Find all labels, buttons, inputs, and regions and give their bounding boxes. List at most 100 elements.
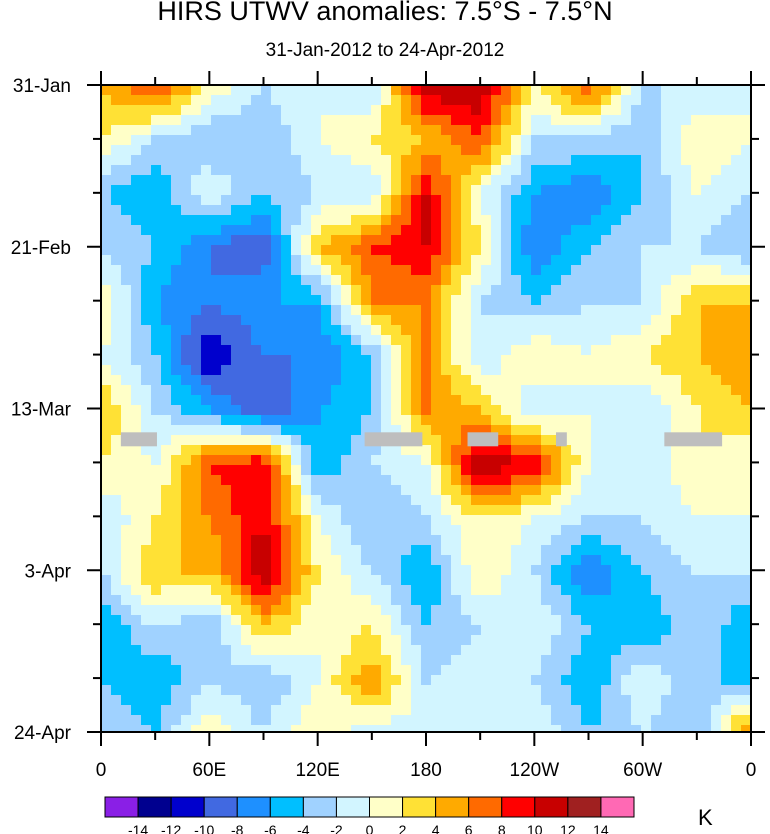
field-cell <box>581 145 592 156</box>
field-cell <box>691 95 702 106</box>
field-cell <box>571 565 582 576</box>
field-cell <box>151 465 162 476</box>
field-cell <box>251 205 262 216</box>
field-cell <box>261 425 272 436</box>
field-cell <box>521 205 532 216</box>
field-cell <box>571 465 582 476</box>
field-cell <box>151 145 162 156</box>
field-cell <box>731 475 742 486</box>
field-cell <box>191 115 202 126</box>
field-cell <box>241 315 252 326</box>
field-cell <box>481 465 492 476</box>
field-cell <box>181 685 192 696</box>
field-cell <box>641 365 652 376</box>
field-cell <box>391 105 402 116</box>
field-cell <box>371 195 382 206</box>
field-cell <box>171 155 182 166</box>
field-cell <box>381 135 392 146</box>
field-cell <box>701 705 712 716</box>
field-cell <box>281 435 292 446</box>
field-cell <box>521 225 532 236</box>
field-cell <box>121 335 132 346</box>
field-cell <box>301 605 312 616</box>
field-cell <box>531 115 542 126</box>
field-cell <box>391 235 402 246</box>
field-cell <box>531 695 542 706</box>
field-cell <box>121 405 132 416</box>
field-cell <box>521 665 532 676</box>
field-cell <box>451 515 462 526</box>
field-cell <box>231 115 242 126</box>
field-cell <box>311 375 322 386</box>
field-cell <box>721 365 732 376</box>
field-cell <box>501 345 512 356</box>
field-cell <box>671 415 682 426</box>
field-cell <box>481 585 492 596</box>
field-cell <box>581 195 592 206</box>
field-cell <box>541 425 552 436</box>
field-cell <box>221 705 232 716</box>
field-cell <box>591 405 602 416</box>
field-cell <box>141 145 152 156</box>
field-cell <box>401 625 412 636</box>
field-cell <box>251 315 262 326</box>
field-cell <box>221 245 232 256</box>
field-cell <box>551 195 562 206</box>
field-cell <box>691 575 702 586</box>
field-cell <box>621 135 632 146</box>
field-cell <box>171 265 182 276</box>
field-cell <box>621 165 632 176</box>
field-cell <box>131 245 142 256</box>
field-cell <box>391 355 402 366</box>
field-cell <box>711 225 722 236</box>
field-cell <box>491 245 502 256</box>
field-cell <box>241 195 252 206</box>
field-cell <box>261 335 272 346</box>
field-cell <box>561 405 572 416</box>
field-cell <box>341 625 352 636</box>
field-cell <box>731 575 742 586</box>
field-cell <box>361 325 372 336</box>
field-cell <box>561 245 572 256</box>
field-cell <box>161 445 172 456</box>
field-cell <box>231 665 242 676</box>
field-cell <box>421 195 432 206</box>
field-cell <box>681 495 692 506</box>
field-cell <box>421 85 432 96</box>
field-cell <box>461 215 472 226</box>
field-cell <box>461 625 472 636</box>
field-cell <box>721 715 732 726</box>
field-cell <box>121 535 132 546</box>
field-cell <box>221 655 232 666</box>
field-cell <box>301 355 312 366</box>
field-cell <box>221 355 232 366</box>
field-cell <box>411 155 422 166</box>
field-cell <box>271 325 282 336</box>
field-cell <box>291 385 302 396</box>
field-cell <box>511 605 522 616</box>
field-cell <box>571 655 582 666</box>
field-cell <box>551 135 562 146</box>
field-cell <box>741 695 752 706</box>
field-cell <box>541 655 552 666</box>
field-cell <box>531 335 542 346</box>
field-cell <box>261 255 272 266</box>
field-cell <box>581 725 592 733</box>
field-cell <box>181 85 192 96</box>
field-cell <box>451 675 462 686</box>
field-cell <box>211 205 222 216</box>
field-cell <box>651 195 662 206</box>
field-cell <box>651 675 662 686</box>
field-cell <box>541 605 552 616</box>
field-cell <box>481 645 492 656</box>
field-cell <box>701 515 712 526</box>
field-cell <box>371 555 382 566</box>
field-cell <box>211 165 222 176</box>
field-cell <box>361 685 372 696</box>
field-cell <box>381 595 392 606</box>
field-cell <box>731 705 742 716</box>
field-cell <box>471 195 482 206</box>
field-cell <box>571 95 582 106</box>
field-cell <box>461 555 472 566</box>
field-cell <box>171 295 182 306</box>
